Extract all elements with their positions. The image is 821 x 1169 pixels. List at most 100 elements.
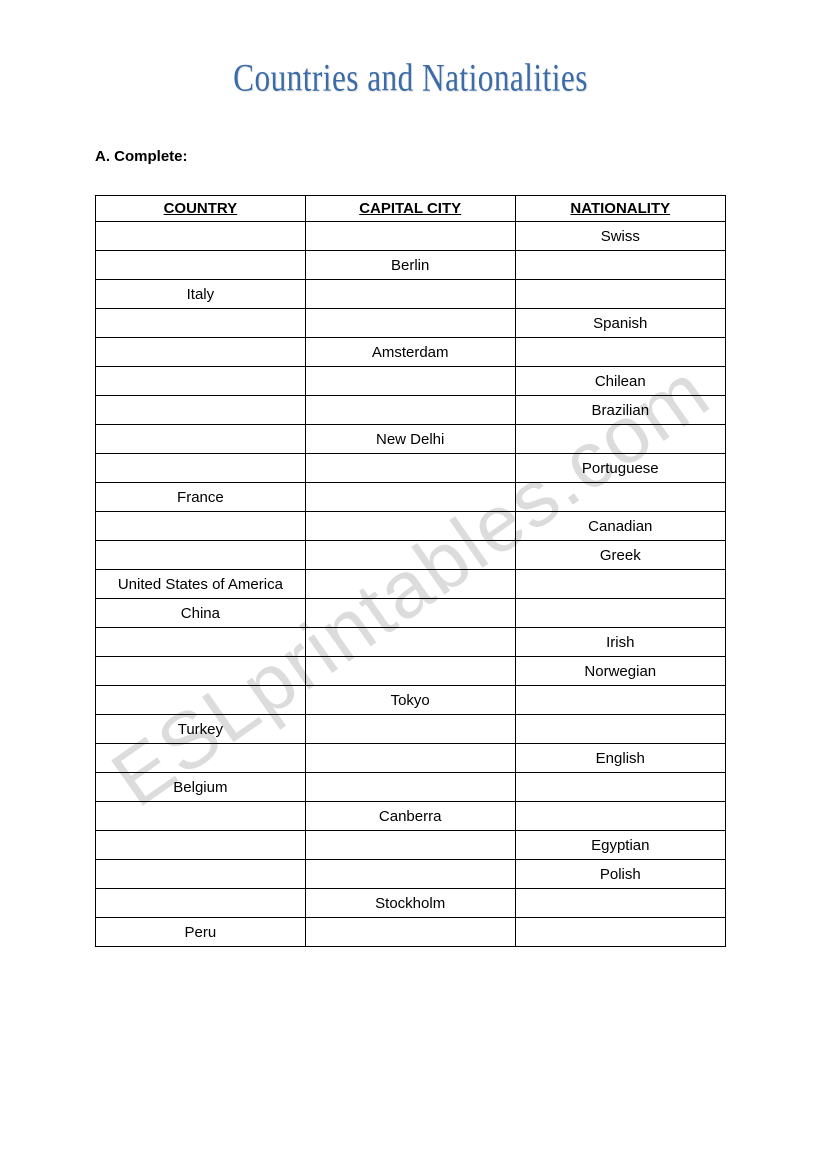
table-cell: Swiss (515, 222, 725, 251)
table-row: New Delhi (96, 425, 726, 454)
table-cell (305, 599, 515, 628)
table-row: Norwegian (96, 657, 726, 686)
worksheet-table: COUNTRY CAPITAL CITY NATIONALITY SwissBe… (95, 195, 726, 947)
header-country: COUNTRY (96, 196, 306, 222)
table-cell (515, 715, 725, 744)
table-cell (96, 831, 306, 860)
table-cell (305, 860, 515, 889)
table-cell (305, 512, 515, 541)
table-cell (305, 918, 515, 947)
table-cell (96, 802, 306, 831)
table-cell (305, 657, 515, 686)
page-content: Countries and Nationalities A. Complete:… (95, 60, 726, 947)
table-row: Peru (96, 918, 726, 947)
table-cell (305, 367, 515, 396)
table-cell: Greek (515, 541, 725, 570)
table-row: Irish (96, 628, 726, 657)
table-cell: Italy (96, 280, 306, 309)
table-cell (96, 338, 306, 367)
table-cell (96, 454, 306, 483)
table-row: United States of America (96, 570, 726, 599)
table-row: France (96, 483, 726, 512)
table-row: Canberra (96, 802, 726, 831)
table-cell (515, 599, 725, 628)
table-row: Italy (96, 280, 726, 309)
table-cell: Stockholm (305, 889, 515, 918)
table-row: Belgium (96, 773, 726, 802)
table-cell (96, 744, 306, 773)
table-cell (96, 396, 306, 425)
table-header-row: COUNTRY CAPITAL CITY NATIONALITY (96, 196, 726, 222)
table-row: English (96, 744, 726, 773)
table-cell (515, 251, 725, 280)
header-nationality: NATIONALITY (515, 196, 725, 222)
page-title: Countries and Nationalities (120, 57, 701, 101)
table-cell: France (96, 483, 306, 512)
table-row: China (96, 599, 726, 628)
table-row: Portuguese (96, 454, 726, 483)
table-cell (515, 338, 725, 367)
table-cell (305, 570, 515, 599)
table-row: Greek (96, 541, 726, 570)
table-row: Tokyo (96, 686, 726, 715)
table-cell: China (96, 599, 306, 628)
table-row: Berlin (96, 251, 726, 280)
table-cell (96, 425, 306, 454)
table-cell: Polish (515, 860, 725, 889)
table-row: Stockholm (96, 889, 726, 918)
table-cell (96, 628, 306, 657)
table-cell (96, 367, 306, 396)
table-cell (96, 222, 306, 251)
table-cell (305, 541, 515, 570)
table-row: Swiss (96, 222, 726, 251)
table-cell: United States of America (96, 570, 306, 599)
table-cell (515, 686, 725, 715)
table-cell (305, 715, 515, 744)
table-cell (96, 889, 306, 918)
table-cell (515, 483, 725, 512)
table-cell (515, 889, 725, 918)
table-cell: Norwegian (515, 657, 725, 686)
table-cell (515, 425, 725, 454)
header-capital: CAPITAL CITY (305, 196, 515, 222)
table-cell: Portuguese (515, 454, 725, 483)
table-cell (305, 831, 515, 860)
table-row: Canadian (96, 512, 726, 541)
table-cell (96, 686, 306, 715)
table-cell: Irish (515, 628, 725, 657)
table-row: Turkey (96, 715, 726, 744)
table-cell (305, 396, 515, 425)
table-row: Brazilian (96, 396, 726, 425)
table-row: Amsterdam (96, 338, 726, 367)
table-cell (305, 628, 515, 657)
table-cell (305, 454, 515, 483)
table-cell (96, 512, 306, 541)
table-cell: Egyptian (515, 831, 725, 860)
table-cell: Belgium (96, 773, 306, 802)
table-cell: Berlin (305, 251, 515, 280)
table-row: Spanish (96, 309, 726, 338)
table-cell (515, 918, 725, 947)
table-cell (305, 280, 515, 309)
table-cell: Turkey (96, 715, 306, 744)
table-cell (96, 309, 306, 338)
table-cell: Brazilian (515, 396, 725, 425)
table-cell (96, 251, 306, 280)
table-cell (96, 860, 306, 889)
table-row: Chilean (96, 367, 726, 396)
table-cell: Amsterdam (305, 338, 515, 367)
table-cell (515, 802, 725, 831)
table-cell (96, 541, 306, 570)
table-cell: Chilean (515, 367, 725, 396)
table-cell: Peru (96, 918, 306, 947)
table-body: SwissBerlinItalySpanishAmsterdamChileanB… (96, 222, 726, 947)
table-cell: Canadian (515, 512, 725, 541)
table-cell: New Delhi (305, 425, 515, 454)
table-cell (305, 483, 515, 512)
instruction-text: A. Complete: (95, 148, 726, 165)
table-cell (515, 280, 725, 309)
table-cell: English (515, 744, 725, 773)
table-cell (305, 744, 515, 773)
table-cell: Tokyo (305, 686, 515, 715)
table-cell (96, 657, 306, 686)
